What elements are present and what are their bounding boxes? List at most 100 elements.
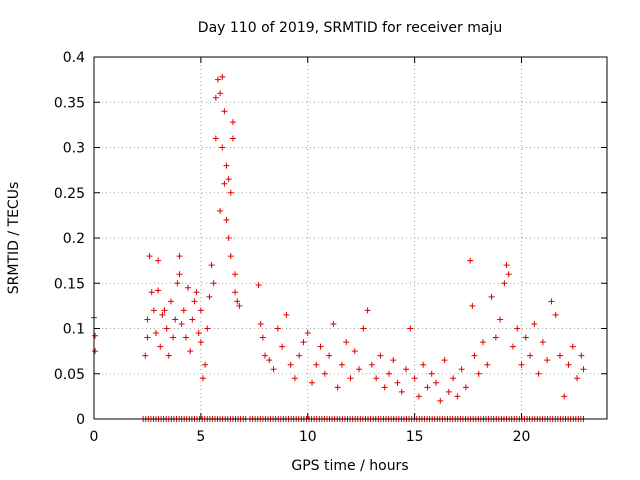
x-tick-label: 15 (406, 429, 424, 445)
data-point (484, 361, 491, 368)
data-point (187, 348, 194, 355)
data-point (212, 94, 219, 101)
data-point (225, 235, 232, 241)
data-point (210, 280, 217, 287)
data-point (561, 393, 568, 400)
data-point (155, 287, 162, 294)
data-point (227, 253, 234, 260)
data-point (497, 316, 504, 323)
data-point (146, 253, 153, 260)
data-point (287, 361, 294, 368)
data-point (266, 357, 273, 364)
data-point (279, 343, 286, 350)
data-point (219, 73, 226, 80)
data-point (152, 330, 159, 337)
data-point (193, 289, 200, 296)
data-point (206, 293, 213, 300)
data-point (182, 334, 189, 341)
data-point (334, 384, 341, 391)
grid-lines (94, 57, 607, 419)
data-point (144, 316, 151, 323)
data-point (296, 352, 303, 359)
data-point (259, 334, 266, 341)
x-tick-label: 20 (513, 429, 531, 445)
data-point (330, 320, 337, 327)
data-point (291, 375, 298, 382)
data-point (347, 375, 354, 382)
data-point (197, 339, 204, 346)
data-point (144, 334, 151, 341)
data-point (411, 375, 418, 382)
data-point (221, 108, 228, 115)
data-point (223, 216, 230, 223)
data-point (338, 361, 345, 368)
data-point (300, 339, 307, 346)
y-tick-label: 0.05 (54, 367, 85, 383)
data-point (471, 352, 478, 359)
data-point (527, 352, 534, 359)
data-point (420, 361, 427, 368)
data-point (351, 348, 358, 355)
data-point (454, 393, 461, 400)
y-tick-label: 0.25 (54, 186, 85, 202)
chart-title: Day 110 of 2019, SRMTID for receiver maj… (198, 20, 502, 36)
data-point (225, 176, 232, 183)
y-tick-label: 0.1 (63, 322, 85, 338)
data-point (475, 370, 482, 377)
data-point (503, 262, 510, 269)
data-point (227, 189, 234, 196)
data-point (368, 361, 375, 368)
data-point (522, 334, 529, 341)
data-point (180, 307, 187, 314)
data-point (176, 271, 183, 278)
data-point (270, 366, 277, 373)
data-point (556, 352, 563, 359)
y-tick-label: 0.2 (63, 231, 85, 247)
data-point (360, 325, 367, 332)
data-point (580, 366, 587, 373)
data-points (91, 73, 587, 422)
data-point (197, 307, 204, 314)
data-point (377, 352, 384, 359)
data-point (274, 325, 281, 332)
data-point (236, 302, 243, 309)
data-point (480, 339, 487, 346)
data-point (195, 330, 202, 337)
data-point (229, 119, 236, 126)
data-point (509, 343, 516, 350)
y-tick-label: 0.3 (63, 141, 85, 157)
data-point (326, 352, 333, 359)
data-point (548, 298, 555, 305)
data-point (433, 379, 439, 386)
data-point (356, 366, 363, 373)
data-point (469, 302, 476, 309)
data-point (304, 330, 311, 337)
data-point (364, 307, 371, 314)
data-point (415, 393, 422, 400)
data-point (544, 357, 551, 364)
data-point (212, 135, 219, 142)
data-point (161, 307, 168, 314)
data-point (204, 325, 211, 332)
data-point (165, 352, 172, 359)
data-point (488, 293, 495, 300)
data-point (219, 144, 226, 151)
y-tick-label: 0.4 (63, 50, 85, 66)
x-axis-label: GPS time / hours (291, 458, 408, 474)
data-point (283, 311, 290, 318)
data-point (232, 289, 239, 296)
data-point (200, 375, 207, 382)
data-point (539, 339, 546, 346)
data-point (92, 332, 99, 339)
data-point (445, 388, 452, 395)
data-point (578, 352, 585, 359)
data-point (467, 257, 474, 264)
data-point (189, 316, 196, 323)
data-point (191, 298, 198, 305)
data-point (501, 280, 508, 287)
data-point (424, 384, 431, 391)
data-point (223, 162, 230, 169)
axis-ticks (93, 56, 607, 420)
data-point (373, 375, 380, 382)
data-point (441, 357, 448, 364)
